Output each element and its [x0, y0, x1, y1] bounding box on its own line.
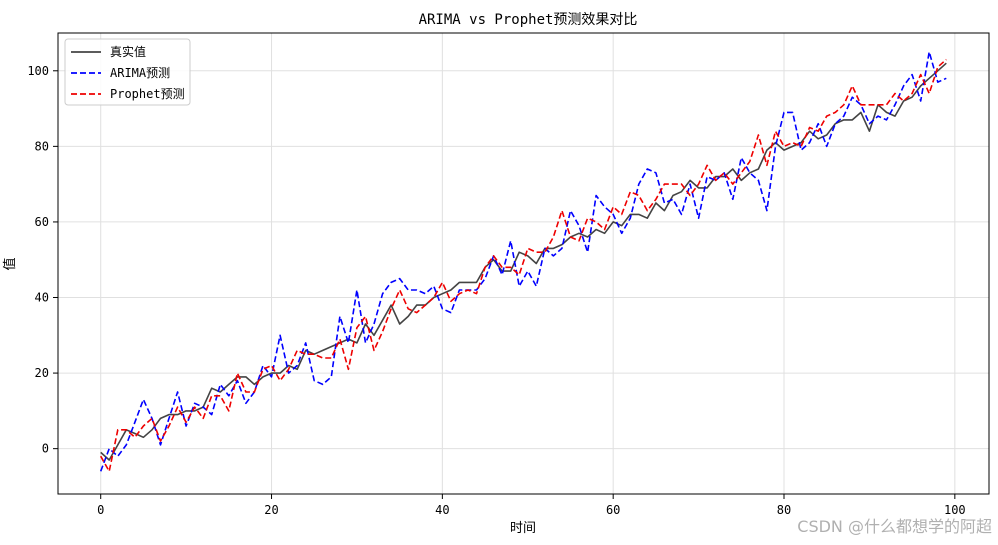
x-tick-label: 40 [435, 503, 449, 517]
x-tick-label: 0 [97, 503, 104, 517]
x-tick-label: 60 [606, 503, 620, 517]
y-tick-label: 60 [35, 215, 49, 229]
x-tick-label: 80 [777, 503, 791, 517]
legend-label-actual: 真实值 [110, 44, 146, 59]
x-tick-label: 20 [264, 503, 278, 517]
y-ticks: 0 20 40 60 80 100 [27, 64, 58, 456]
chart-title: ARIMA vs Prophet预测效果对比 [419, 12, 638, 28]
legend-label-prophet: Prophet预测 [110, 87, 185, 101]
legend-box [64, 38, 191, 106]
plot-frame [57, 32, 990, 495]
y-axis-label: 值 [2, 257, 18, 270]
series-layer [99, 51, 947, 473]
series-line-arima [99, 51, 947, 472]
watermark: CSDN @什么都想学的阿超 [797, 517, 992, 536]
y-tick-label: 0 [42, 442, 49, 456]
series-line-prophet [100, 58, 947, 473]
legend: 真实值 ARIMA预测 Prophet预测 [64, 38, 191, 106]
grid [58, 33, 989, 494]
x-tick-label: 100 [944, 503, 966, 517]
x-ticks: 0 20 40 60 80 100 [97, 494, 966, 517]
x-axis-label: 时间 [510, 521, 536, 536]
legend-label-arima: ARIMA预测 [110, 66, 170, 80]
y-tick-label: 80 [35, 139, 49, 153]
y-tick-label: 40 [35, 291, 49, 305]
y-tick-label: 100 [27, 64, 49, 78]
y-tick-label: 20 [35, 366, 49, 380]
